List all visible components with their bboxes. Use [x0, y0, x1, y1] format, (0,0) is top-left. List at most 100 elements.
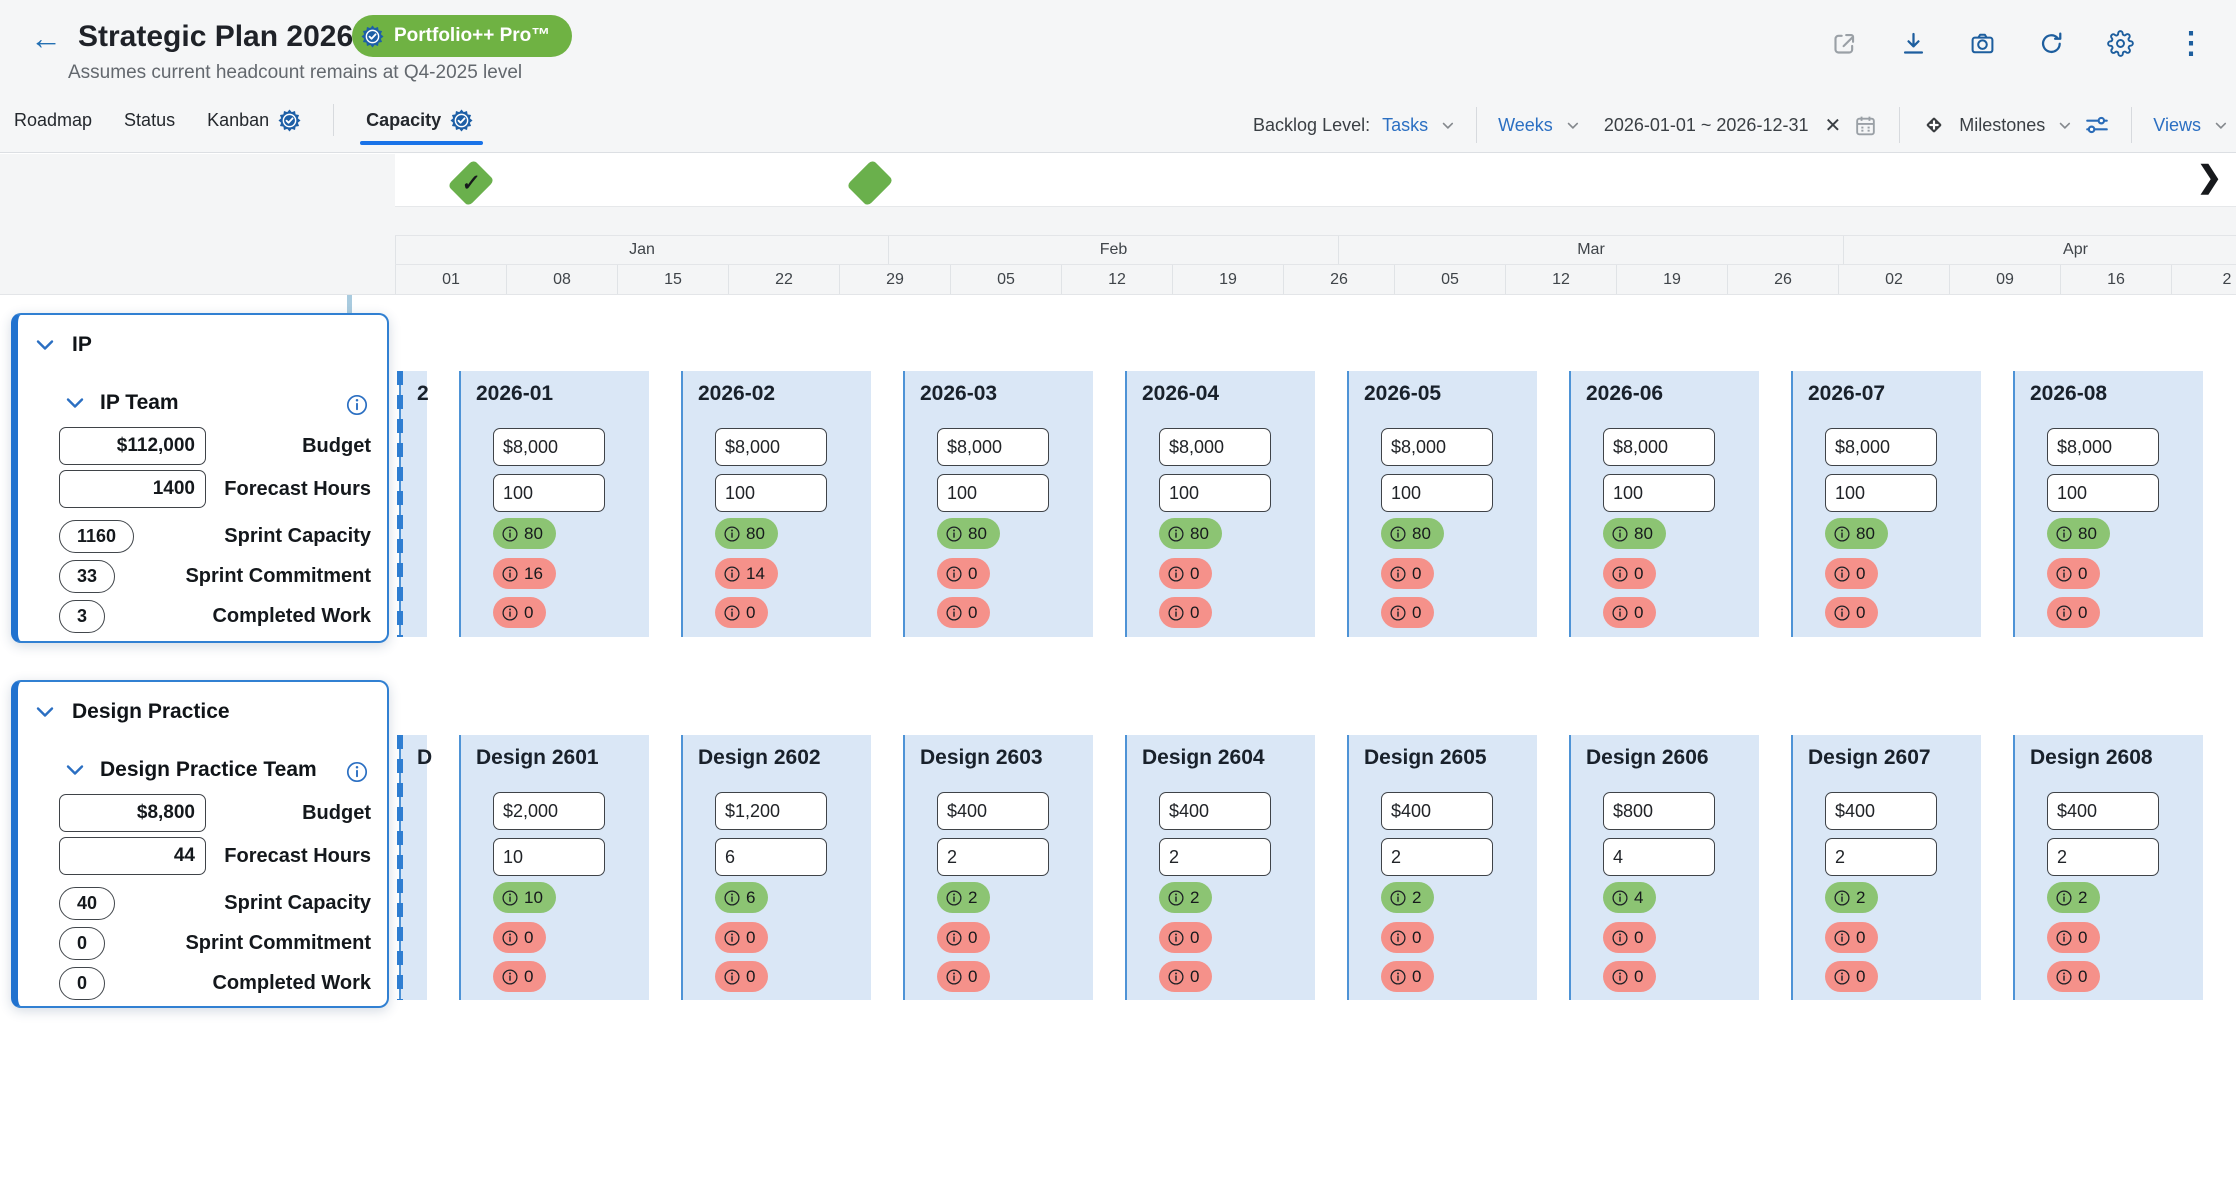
capacity-pill[interactable]: 80: [1825, 518, 1888, 549]
period-budget-input[interactable]: [1381, 792, 1493, 830]
commitment-pill[interactable]: 0: [1159, 922, 1212, 953]
commitment-pill[interactable]: 0: [493, 922, 546, 953]
download-icon[interactable]: [1900, 30, 1927, 57]
timeline-next-icon[interactable]: ❯: [2197, 160, 2222, 195]
refresh-icon[interactable]: [2038, 30, 2065, 57]
completed-pill[interactable]: 0: [493, 597, 546, 628]
completed-pill[interactable]: 0: [937, 597, 990, 628]
period-hours-input[interactable]: [1825, 474, 1937, 512]
commitment-pill[interactable]: 0: [1381, 922, 1434, 953]
capacity-pill[interactable]: 80: [1603, 518, 1666, 549]
period-hours-input[interactable]: [1381, 838, 1493, 876]
completed-pill[interactable]: 0: [2047, 597, 2100, 628]
team-info-icon[interactable]: [345, 760, 369, 784]
commitment-pill[interactable]: 0: [1603, 922, 1656, 953]
period-budget-input[interactable]: [1603, 792, 1715, 830]
completed-pill[interactable]: 0: [1381, 961, 1434, 992]
back-icon[interactable]: ←: [30, 22, 62, 54]
period-budget-input[interactable]: [493, 792, 605, 830]
period-budget-input[interactable]: [715, 428, 827, 466]
capacity-pill[interactable]: 80: [715, 518, 778, 549]
summary-value-input[interactable]: [59, 837, 206, 875]
backlog-level-select[interactable]: Tasks: [1382, 115, 1428, 136]
completed-pill[interactable]: 0: [1159, 961, 1212, 992]
period-hours-input[interactable]: [1159, 474, 1271, 512]
period-hours-input[interactable]: [493, 474, 605, 512]
clear-date-icon[interactable]: ✕: [1824, 113, 1841, 138]
period-hours-input[interactable]: [2047, 838, 2159, 876]
commitment-pill[interactable]: 0: [715, 922, 768, 953]
tab-capacity[interactable]: Capacity: [366, 109, 473, 132]
settings-gear-icon[interactable]: [2107, 30, 2134, 57]
completed-pill[interactable]: 0: [1159, 597, 1212, 628]
completed-pill[interactable]: 0: [1825, 961, 1878, 992]
period-budget-input[interactable]: [493, 428, 605, 466]
commitment-pill[interactable]: 14: [715, 558, 778, 589]
period-hours-input[interactable]: [2047, 474, 2159, 512]
summary-value-input[interactable]: [59, 427, 206, 465]
capacity-pill[interactable]: 80: [2047, 518, 2110, 549]
period-hours-input[interactable]: [1825, 838, 1937, 876]
commitment-pill[interactable]: 0: [2047, 558, 2100, 589]
tab-status[interactable]: Status: [124, 110, 175, 131]
period-budget-input[interactable]: [1825, 792, 1937, 830]
team-info-icon[interactable]: [345, 393, 369, 417]
capacity-pill[interactable]: 2: [1159, 882, 1212, 913]
commitment-pill[interactable]: 0: [937, 922, 990, 953]
period-hours-input[interactable]: [1381, 474, 1493, 512]
calendar-icon[interactable]: [1853, 113, 1878, 138]
completed-pill[interactable]: 0: [2047, 961, 2100, 992]
capacity-pill[interactable]: 4: [1603, 882, 1656, 913]
share-icon[interactable]: [1831, 30, 1858, 57]
completed-pill[interactable]: 0: [1825, 597, 1878, 628]
capacity-pill[interactable]: 2: [1381, 882, 1434, 913]
completed-pill[interactable]: 0: [1603, 961, 1656, 992]
completed-pill[interactable]: 0: [937, 961, 990, 992]
period-budget-input[interactable]: [715, 792, 827, 830]
period-budget-input[interactable]: [1159, 428, 1271, 466]
period-hours-input[interactable]: [493, 838, 605, 876]
capacity-pill[interactable]: 10: [493, 882, 556, 913]
tab-roadmap[interactable]: Roadmap: [14, 110, 92, 131]
capacity-pill[interactable]: 80: [1381, 518, 1444, 549]
completed-pill[interactable]: 0: [493, 961, 546, 992]
summary-value-input[interactable]: [59, 470, 206, 508]
commitment-pill[interactable]: 0: [1159, 558, 1212, 589]
period-budget-input[interactable]: [1381, 428, 1493, 466]
completed-pill[interactable]: 0: [1381, 597, 1434, 628]
period-budget-input[interactable]: [1603, 428, 1715, 466]
period-budget-input[interactable]: [937, 428, 1049, 466]
commitment-pill[interactable]: 0: [1603, 558, 1656, 589]
summary-value-input[interactable]: [59, 794, 206, 832]
capacity-pill[interactable]: 2: [937, 882, 990, 913]
capacity-pill[interactable]: 80: [1159, 518, 1222, 549]
period-budget-input[interactable]: [2047, 792, 2159, 830]
period-hours-input[interactable]: [1603, 474, 1715, 512]
capacity-pill[interactable]: 80: [937, 518, 1000, 549]
milestones-dropdown[interactable]: Milestones: [1959, 115, 2045, 136]
completed-pill[interactable]: 0: [715, 597, 768, 628]
filter-sliders-icon[interactable]: [2084, 112, 2110, 138]
capacity-pill[interactable]: 2: [1825, 882, 1878, 913]
capacity-pill[interactable]: 80: [493, 518, 556, 549]
commitment-pill[interactable]: 0: [1381, 558, 1434, 589]
views-dropdown[interactable]: Views: [2153, 115, 2201, 136]
collapse-chevron-icon[interactable]: [34, 337, 56, 353]
period-hours-input[interactable]: [1603, 838, 1715, 876]
period-budget-input[interactable]: [1825, 428, 1937, 466]
capacity-pill[interactable]: 6: [715, 882, 768, 913]
period-hours-input[interactable]: [715, 474, 827, 512]
commitment-pill[interactable]: 0: [1825, 922, 1878, 953]
collapse-chevron-icon[interactable]: [64, 395, 86, 411]
period-budget-input[interactable]: [2047, 428, 2159, 466]
collapse-chevron-icon[interactable]: [64, 762, 86, 778]
period-budget-input[interactable]: [1159, 792, 1271, 830]
tab-kanban[interactable]: Kanban: [207, 109, 301, 132]
completed-pill[interactable]: 0: [1603, 597, 1656, 628]
camera-icon[interactable]: [1969, 30, 1996, 57]
capacity-pill[interactable]: 2: [2047, 882, 2100, 913]
commitment-pill[interactable]: 0: [937, 558, 990, 589]
period-budget-input[interactable]: [937, 792, 1049, 830]
period-hours-input[interactable]: [937, 474, 1049, 512]
commitment-pill[interactable]: 0: [1825, 558, 1878, 589]
